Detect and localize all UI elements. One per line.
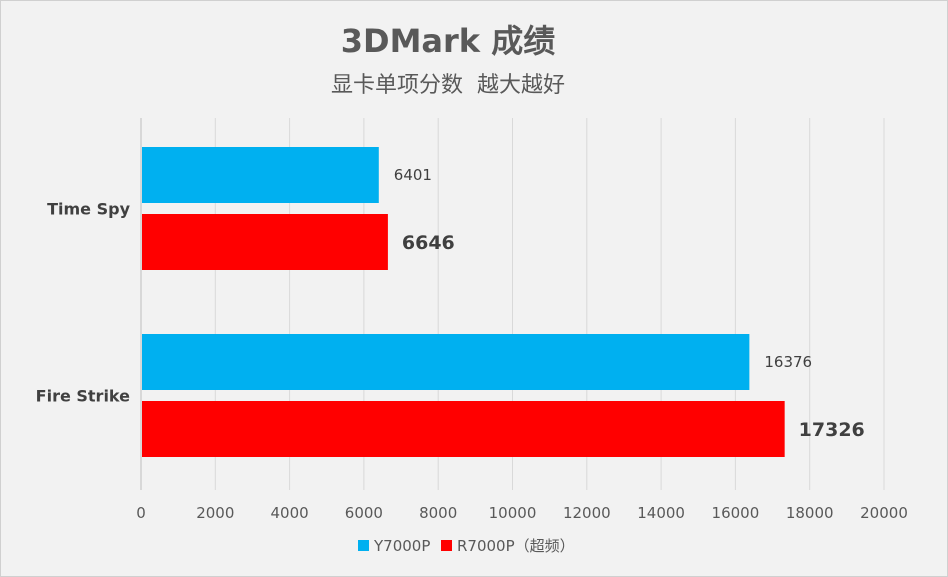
category-label: Time Spy (47, 200, 130, 219)
legend-swatch (358, 540, 369, 551)
x-tick-label: 6000 (345, 504, 383, 522)
x-tick-label: 14000 (637, 504, 685, 522)
x-tick-label: 0 (136, 504, 146, 522)
data-label: 6401 (394, 166, 432, 184)
chart-subtitle: 显卡单项分数 越大越好 (331, 73, 565, 98)
x-tick-label: 16000 (712, 504, 760, 522)
legend-label: Y7000P (373, 537, 430, 555)
bar-r7000p (142, 401, 785, 457)
x-tick-label: 10000 (489, 504, 537, 522)
x-tick-label: 4000 (271, 504, 309, 522)
bar-r7000p (142, 214, 388, 270)
x-tick-label: 20000 (860, 504, 908, 522)
x-tick-label: 2000 (196, 504, 234, 522)
bar-y7000p (142, 147, 379, 203)
x-tick-label: 8000 (419, 504, 457, 522)
x-tick-label: 18000 (786, 504, 834, 522)
bar-y7000p (142, 334, 750, 390)
data-label: 6646 (402, 232, 455, 254)
x-tick-label: 12000 (563, 504, 611, 522)
data-label: 17326 (799, 419, 865, 441)
data-label: 16376 (764, 353, 812, 371)
category-label: Fire Strike (36, 387, 130, 406)
chart-title: 3DMark 成绩 (341, 22, 555, 60)
legend-swatch (441, 540, 452, 551)
legend-label: R7000P（超频） (457, 537, 575, 555)
